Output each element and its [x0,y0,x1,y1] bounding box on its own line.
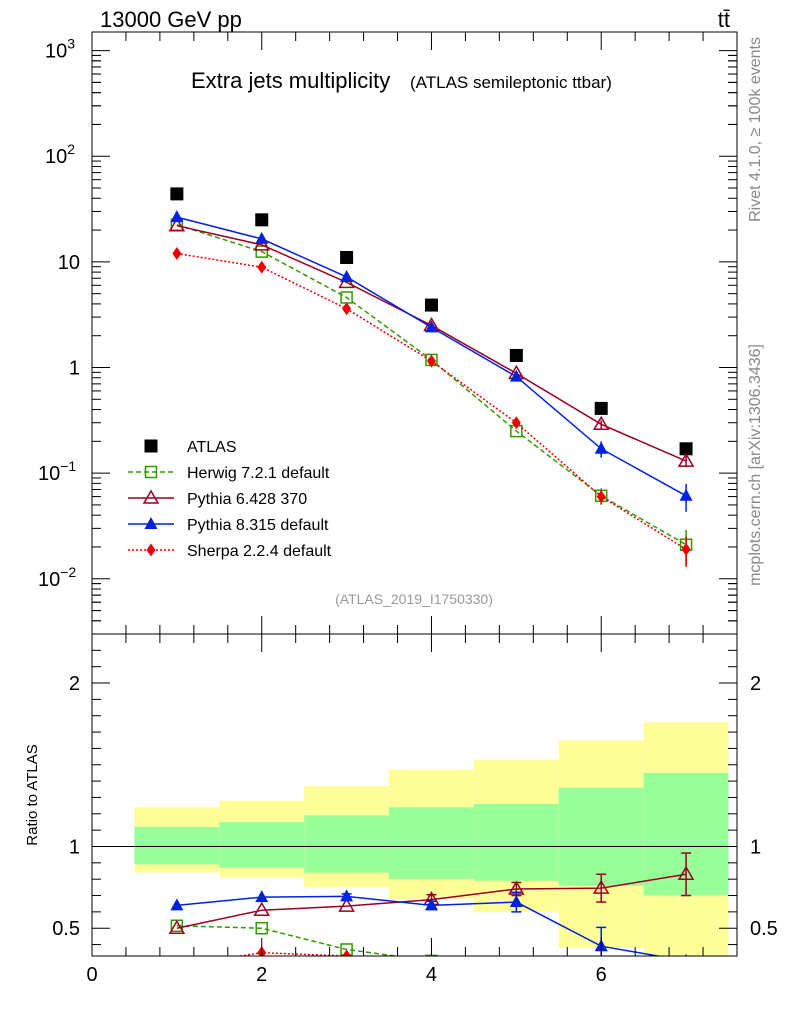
ratio-tick-label-right: 1 [750,836,761,858]
series-line-pythia-6-428-370 [176,224,687,462]
data-point-pythia-8-315-default [170,210,184,223]
legend-marker-herwig-7-2-1-default [144,465,158,479]
ratio-point-pythia-6-428-370 [338,897,355,912]
ratio-y-axis-label: Ratio to ATLAS [24,744,41,845]
data-point-sherpa-2-2-4-default [511,416,521,430]
data-point-sherpa-2-2-4-default [342,302,352,316]
data-point-atlas [679,442,693,456]
legend-label-herwig-7-2-1-default: Herwig 7.2.1 default [187,465,330,482]
data-point-pythia-8-315-default [340,269,354,282]
ratio-point-pythia-6-428-370 [677,865,695,881]
data-point-sherpa-2-2-4-default [257,260,267,274]
chart-subtitle: (ATLAS semileptonic ttbar) [410,73,612,92]
ratio-point-pythia-8-315-default [684,953,688,956]
y-tick-label: 10 [58,252,80,274]
ratio-point-sherpa-2-2-4-default [682,985,691,998]
ratio-panel: 0.5 0.5 1 1 2 2 Ratio to ATLAS [24,649,778,998]
uncertainty-band-inner [473,803,559,881]
y-tick-label: 1 [69,358,80,380]
x-tick-label: 6 [596,964,607,986]
ratio-tick-label-right: 2 [750,673,761,695]
ratio-point-herwig-7-2-1-default [511,973,522,984]
ratio-point-pythia-6-428-370 [253,901,271,916]
data-point-pythia-6-428-370 [592,415,610,431]
data-point-atlas [424,298,438,312]
ratio-point-herwig-7-2-1-default [681,985,692,996]
data-point-atlas [509,348,523,362]
legend-label-atlas: ATLAS [187,439,237,456]
data-point-atlas [340,250,354,264]
ratio-tick-label-left: 0.5 [52,918,80,940]
ratio-point-pythia-6-428-370 [168,919,186,934]
data-point-pythia-8-315-default [594,441,608,454]
data-point-sherpa-2-2-4-default [426,354,436,368]
data-point-sherpa-2-2-4-default [681,542,691,556]
rivet-version-label: Rivet 4.1.0, ≥ 100k events [747,37,764,222]
y-tick-label: 102 [45,141,75,168]
data-point-pythia-6-428-370 [677,452,695,467]
ratio-point-sherpa-2-2-4-default [512,966,521,979]
data-point-sherpa-2-2-4-default [172,247,182,261]
legend-label-sherpa-2-2-4-default: Sherpa 2.2.4 default [187,543,332,560]
header-process-label: tt̄ [718,7,730,32]
data-point-pythia-8-315-default [679,488,693,501]
uncertainty-band-inner [558,787,644,886]
header-energy-label: 13000 GeV pp [100,7,242,32]
y-tick-label: 10−1 [38,458,76,485]
chart-title: Extra jets multiplicity [191,68,390,93]
ratio-point-pythia-8-315-default [340,889,354,902]
ratio-line-herwig-7-2-1-default [176,925,401,956]
data-point-pythia-6-428-370 [168,217,186,232]
legend-label-pythia-8-315-default: Pythia 8.315 default [187,517,329,534]
x-tick-label: 0 [86,964,97,986]
legend-marker-sherpa-2-2-4-default [146,543,156,557]
ratio-frame [91,633,738,957]
ratio-point-pythia-8-315-default [255,890,269,903]
ratio-point-pythia-8-315-default [424,898,438,911]
ratio-tick-label-right: 0.5 [750,918,778,940]
data-point-herwig-7-2-1-default [255,245,268,258]
ratio-tick-label-left: 2 [69,673,80,695]
legend-label-pythia-6-428-370: Pythia 6.428 370 [187,491,307,508]
mcplots-label: mcplots.cern.ch [arXiv:1306.3436] [747,344,764,586]
data-point-atlas [594,401,608,415]
uncertainty-band-inner [134,826,220,865]
uncertainty-band-inner [219,821,305,868]
ratio-tick-label-left: 1 [69,836,80,858]
ratio-point-herwig-7-2-1-default [255,921,268,935]
data-point-atlas [170,187,184,201]
data-point-pythia-8-315-default [424,320,438,333]
legend-marker-pythia-6-428-370 [142,489,160,504]
uncertainty-band-inner [304,815,390,873]
data-point-pythia-8-315-default [509,369,523,382]
y-tick-label: 10−2 [38,564,76,591]
legend-marker-atlas [144,439,158,453]
x-tick-label: 2 [256,964,267,986]
ratio-point-sherpa-2-2-4-default [172,959,181,972]
ratio-point-pythia-8-315-default [509,895,523,908]
ratio-point-sherpa-2-2-4-default [342,949,352,956]
ratio-point-pythia-8-315-default [170,898,184,911]
analysis-reference: (ATLAS_2019_I1750330) [335,591,493,607]
uncertainty-band-inner [389,807,474,880]
data-point-pythia-8-315-default [255,231,269,244]
ratio-point-pythia-6-428-370 [592,879,610,894]
legend-marker-pythia-8-315-default [144,517,158,529]
x-tick-label: 4 [426,964,437,986]
y-tick-label: 103 [45,36,75,63]
data-point-sherpa-2-2-4-default [596,490,606,504]
data-point-atlas [255,213,269,227]
